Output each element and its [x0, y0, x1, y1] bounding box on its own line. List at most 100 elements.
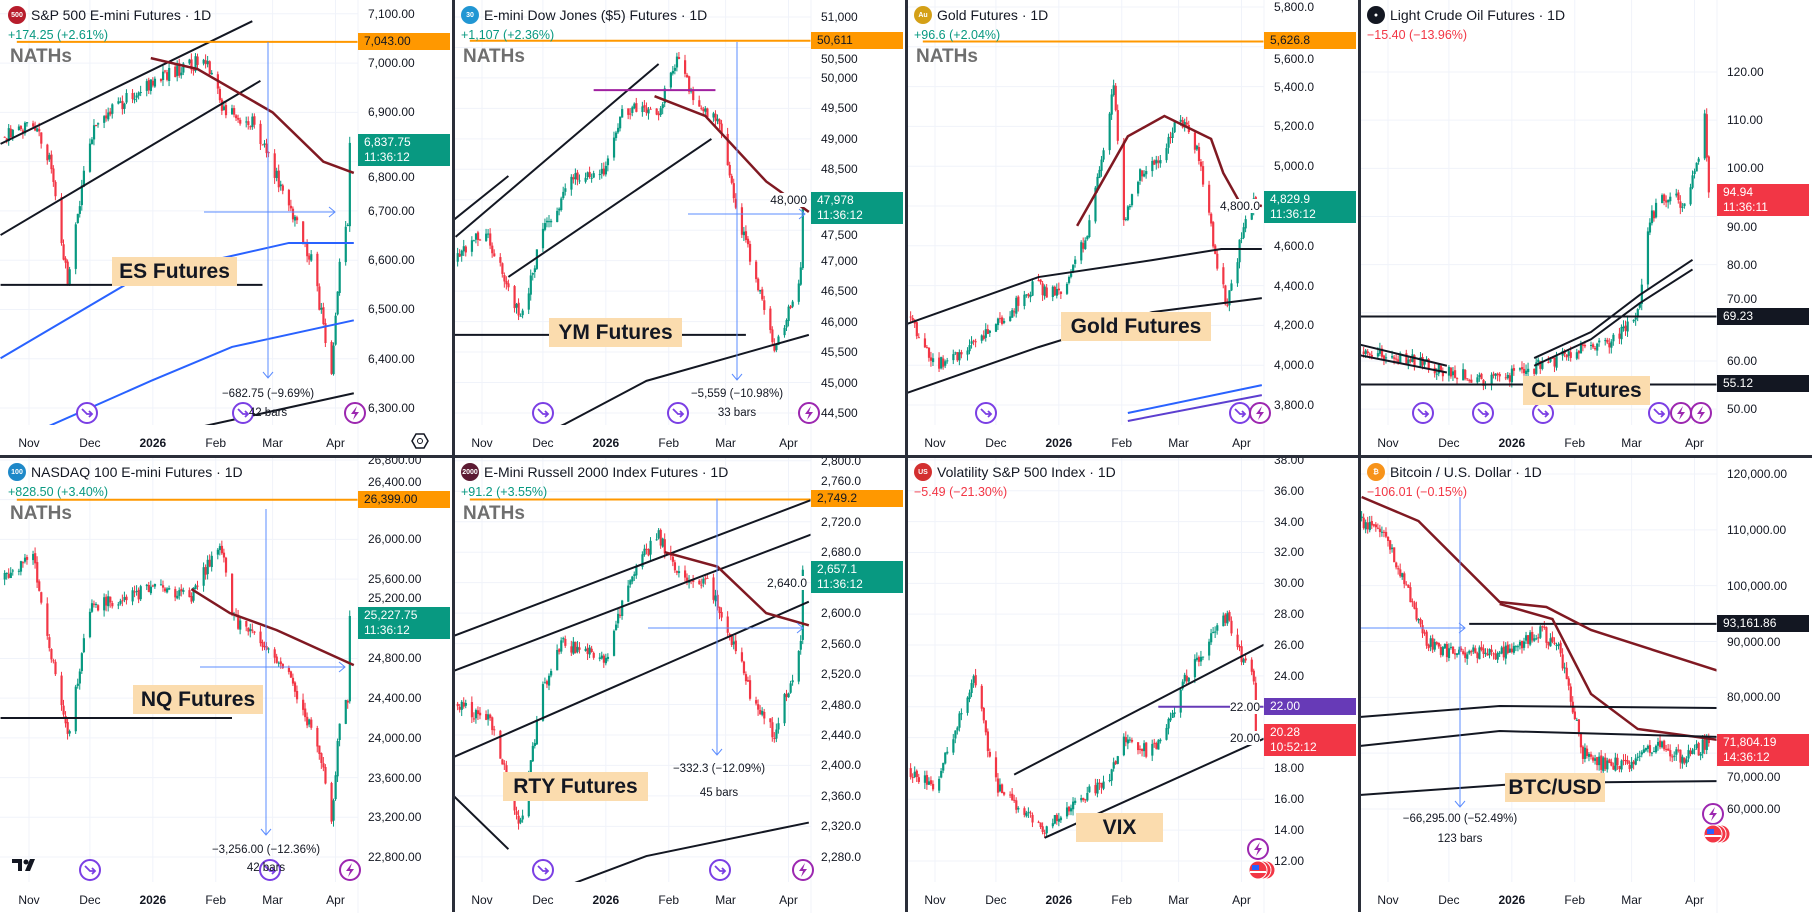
chart-canvas[interactable]: [906, 457, 1359, 913]
candle: [917, 333, 920, 339]
chart-canvas[interactable]: [453, 457, 906, 913]
drawing-line[interactable]: [1013, 630, 1292, 776]
event-arrow-icon[interactable]: [667, 402, 689, 424]
drawing-line[interactable]: [1359, 343, 1448, 367]
lightning-icon[interactable]: [1670, 402, 1692, 424]
drawing-line[interactable]: [1127, 394, 1263, 422]
chart-canvas[interactable]: [0, 457, 453, 913]
symbol-annotation-label[interactable]: CL Futures: [1523, 376, 1650, 405]
drawing-line[interactable]: [0, 79, 261, 236]
event-arrow-icon[interactable]: [532, 859, 554, 881]
lightning-icon[interactable]: [798, 402, 820, 424]
chart-legend-header[interactable]: 2000 E-Mini Russell 2000 Index Futures · …: [461, 463, 728, 481]
drawing-line[interactable]: [453, 795, 510, 850]
chart-legend-header[interactable]: US Volatility S&P 500 Index · 1D: [914, 463, 1116, 481]
lightning-icon[interactable]: [1702, 803, 1724, 825]
symbol-title[interactable]: E-mini Dow Jones ($5) Futures · 1D: [484, 7, 708, 23]
chart-legend-header[interactable]: Au Gold Futures · 1D: [914, 6, 1048, 24]
chart-panel[interactable]: Au Gold Futures · 1D +96.6 (+2.04%) NATHs Go…: [906, 0, 1359, 456]
lightning-icon[interactable]: [1690, 402, 1712, 424]
symbol-title[interactable]: Bitcoin / U.S. Dollar · 1D: [1390, 464, 1542, 480]
drawing-line[interactable]: [507, 138, 712, 278]
chart-panel[interactable]: US Volatility S&P 500 Index · 1D −5.49 (−2…: [906, 457, 1359, 913]
chart-legend-header[interactable]: ₿ Bitcoin / U.S. Dollar · 1D: [1367, 463, 1542, 481]
chart-legend-header[interactable]: 100 NASDAQ 100 E-mini Futures · 1D: [8, 463, 243, 481]
chart-panel[interactable]: 100 NASDAQ 100 E-mini Futures · 1D +828.50…: [0, 457, 453, 913]
settings-gear-icon[interactable]: [411, 433, 429, 449]
drawing-line[interactable]: [1499, 602, 1719, 741]
chart-legend-header[interactable]: 30 E-mini Dow Jones ($5) Futures · 1D: [461, 6, 707, 24]
drawing-line[interactable]: [1, 319, 355, 447]
candle: [1681, 754, 1684, 769]
chart-canvas[interactable]: [1359, 0, 1812, 456]
lightning-icon[interactable]: [792, 859, 814, 881]
symbol-annotation-label[interactable]: BTC/USD: [1505, 773, 1605, 802]
drawing-line[interactable]: [453, 600, 810, 758]
chart-canvas[interactable]: [906, 0, 1359, 456]
event-arrow-icon[interactable]: [1532, 402, 1554, 424]
drawing-line[interactable]: [453, 463, 906, 637]
drawing-line[interactable]: [190, 587, 355, 667]
symbol-title[interactable]: Volatility S&P 500 Index · 1D: [937, 464, 1116, 480]
event-arrow-icon[interactable]: [79, 859, 101, 881]
candle: [1114, 760, 1117, 766]
symbol-annotation-label[interactable]: NQ Futures: [133, 685, 263, 714]
chart-panel[interactable]: ● Light Crude Oil Futures · 1D −15.40 (−13…: [1359, 0, 1812, 456]
drawing-line[interactable]: [523, 333, 810, 444]
us-flag-icon[interactable]: [1703, 824, 1731, 844]
event-arrow-icon[interactable]: [232, 402, 254, 424]
candle: [233, 105, 236, 118]
event-arrow-icon[interactable]: [1412, 402, 1434, 424]
lightning-icon[interactable]: [344, 402, 366, 424]
event-arrow-icon[interactable]: [259, 859, 281, 881]
event-arrow-icon[interactable]: [1472, 402, 1494, 424]
candle: [149, 79, 152, 95]
lightning-icon[interactable]: [1247, 838, 1269, 860]
drawing-line[interactable]: [906, 247, 1262, 325]
symbol-annotation-label[interactable]: VIX: [1076, 813, 1163, 842]
chart-canvas[interactable]: [453, 0, 906, 456]
drawing-line[interactable]: [454, 63, 660, 238]
panel-divider[interactable]: [0, 455, 1812, 458]
chart-legend-header[interactable]: ● Light Crude Oil Futures · 1D: [1367, 6, 1565, 24]
drawing-line[interactable]: [1533, 268, 1694, 367]
drawing-line[interactable]: [1127, 384, 1263, 414]
drawing-line[interactable]: [563, 821, 810, 888]
chart-panel[interactable]: ₿ Bitcoin / U.S. Dollar · 1D −106.01 (−0.1…: [1359, 457, 1812, 913]
event-arrow-icon[interactable]: [532, 402, 554, 424]
lightning-icon[interactable]: [1249, 402, 1271, 424]
symbol-title[interactable]: Gold Futures · 1D: [937, 7, 1049, 23]
symbol-annotation-label[interactable]: RTY Futures: [503, 772, 648, 801]
symbol-title[interactable]: S&P 500 E-mini Futures · 1D: [31, 7, 212, 23]
chart-panel[interactable]: 2000 E-Mini Russell 2000 Index Futures · …: [453, 457, 906, 913]
drawing-line[interactable]: [1359, 354, 1448, 374]
chart-panel[interactable]: 500 S&P 500 E-mini Futures · 1D +174.25 (+…: [0, 0, 453, 456]
us-flag-icon[interactable]: [1248, 860, 1276, 880]
symbol-title[interactable]: NASDAQ 100 E-mini Futures · 1D: [31, 464, 243, 480]
tradingview-logo[interactable]: [12, 859, 35, 871]
symbol-title[interactable]: Light Crude Oil Futures · 1D: [1390, 7, 1566, 23]
lightning-icon[interactable]: [339, 859, 361, 881]
symbol-annotation-label[interactable]: YM Futures: [549, 318, 682, 347]
symbol-annotation-label[interactable]: ES Futures: [112, 257, 237, 286]
drawing-line[interactable]: [1361, 495, 1719, 672]
drawing-line[interactable]: [1359, 730, 1719, 747]
event-arrow-icon[interactable]: [1229, 402, 1251, 424]
drawing-line[interactable]: [150, 56, 355, 175]
candle: [1453, 648, 1457, 660]
drawing-line[interactable]: [1359, 704, 1719, 718]
event-arrow-icon[interactable]: [76, 402, 98, 424]
drawing-line[interactable]: [664, 550, 810, 627]
chart-legend-header[interactable]: 500 S&P 500 E-mini Futures · 1D: [8, 6, 211, 24]
drawing-line[interactable]: [453, 497, 906, 672]
drawing-line[interactable]: [453, 175, 510, 221]
time-axis-label: Apr: [1685, 436, 1704, 450]
drawing-line[interactable]: [1533, 258, 1694, 359]
symbol-title[interactable]: E-Mini Russell 2000 Index Futures · 1D: [484, 464, 729, 480]
drawing-line[interactable]: [185, 392, 355, 430]
event-arrow-icon[interactable]: [709, 859, 731, 881]
chart-panel[interactable]: 30 E-mini Dow Jones ($5) Futures · 1D +1,1…: [453, 0, 906, 456]
event-arrow-icon[interactable]: [1648, 402, 1670, 424]
event-arrow-icon[interactable]: [975, 402, 997, 424]
symbol-annotation-label[interactable]: Gold Futures: [1061, 312, 1211, 341]
